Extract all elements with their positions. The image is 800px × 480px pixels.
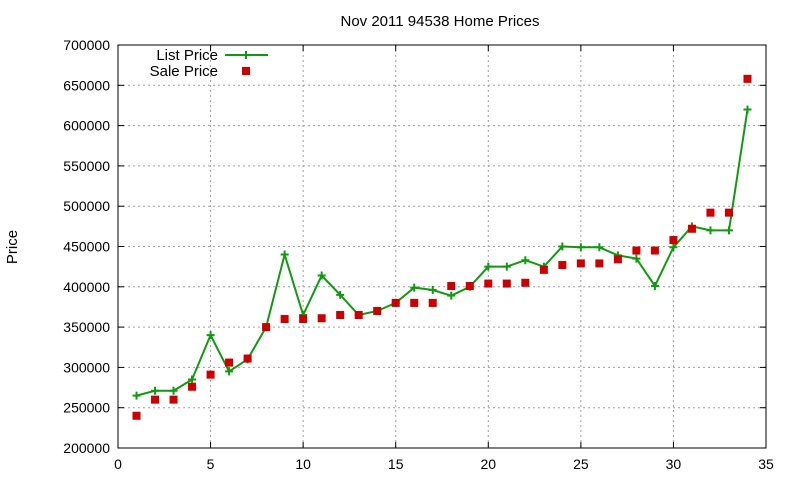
- sale-price-point: [410, 298, 419, 307]
- list-price-point: [336, 290, 345, 299]
- list-price-point: [576, 243, 585, 252]
- sale-price-point: [724, 208, 733, 217]
- sale-price-point: [576, 259, 585, 268]
- list-price-point: [132, 391, 141, 400]
- sale-price-point: [743, 74, 752, 83]
- sale-price-point: [206, 370, 215, 379]
- list-price-line: [136, 109, 749, 397]
- sale-price-point: [336, 311, 345, 320]
- y-axis-label: Price: [4, 230, 21, 264]
- sale-price-point: [539, 265, 548, 274]
- legend-swatch-plus: [242, 51, 250, 59]
- plot-area: [132, 74, 752, 420]
- sale-price-point: [613, 255, 622, 264]
- list-price-point: [521, 256, 530, 265]
- legend-label-sale-price: Sale Price: [150, 63, 218, 80]
- list-price-point: [410, 283, 419, 292]
- y-tick-label: 350000: [63, 319, 110, 335]
- legend-swatch-square: [242, 67, 250, 75]
- sale-price-point: [188, 382, 197, 391]
- list-price-point: [428, 286, 437, 295]
- list-price-point: [595, 243, 604, 252]
- y-tick-label: 550000: [63, 158, 110, 174]
- list-price-point: [151, 386, 160, 395]
- y-tick-label: 250000: [63, 400, 110, 416]
- y-tick-label: 700000: [63, 37, 110, 53]
- y-tick-label: 200000: [63, 440, 110, 456]
- sale-price-point: [706, 208, 715, 217]
- y-tick-label: 300000: [63, 359, 110, 375]
- sale-price-point: [595, 259, 604, 268]
- list-price-point: [669, 243, 678, 252]
- sale-price-point: [317, 314, 326, 323]
- x-tick-label: 35: [758, 456, 774, 472]
- list-price-point: [724, 226, 733, 235]
- list-price-point: [169, 386, 178, 395]
- legend-label-list-price: List Price: [156, 47, 218, 64]
- x-tick-label: 25: [573, 456, 589, 472]
- list-price-point: [502, 262, 511, 271]
- sale-price-point: [502, 279, 511, 288]
- list-price-point: [206, 331, 215, 340]
- x-tick-label: 30: [666, 456, 682, 472]
- list-price-point: [706, 226, 715, 235]
- list-price-point: [188, 375, 197, 384]
- x-tick-label: 10: [295, 456, 311, 472]
- sale-price-point: [687, 224, 696, 233]
- sale-price-point: [558, 261, 567, 270]
- sale-price-point: [225, 358, 234, 367]
- sale-price-point: [447, 281, 456, 290]
- y-tick-label: 650000: [63, 77, 110, 93]
- list-price-point: [225, 367, 234, 376]
- list-price-point: [447, 291, 456, 300]
- sale-price-point: [132, 411, 141, 420]
- axes: 0 5 10 15 20 25 30 35 200000 250000 300000 350000 40…: [63, 37, 774, 472]
- list-price-point: [317, 271, 326, 280]
- sale-price-point: [521, 278, 530, 287]
- sale-price-point: [299, 315, 308, 324]
- sale-price-point: [280, 315, 289, 324]
- y-tick-label: 500000: [63, 198, 110, 214]
- y-tick-label: 450000: [63, 239, 110, 255]
- sale-price-point: [262, 323, 271, 332]
- sale-price-point: [484, 279, 493, 288]
- sale-price-point: [151, 395, 160, 404]
- grid: [118, 45, 766, 448]
- chart-title: Nov 2011 94538 Home Prices: [341, 13, 540, 30]
- sale-price-point: [354, 311, 363, 320]
- sale-price-point: [391, 298, 400, 307]
- sale-price-point: [650, 246, 659, 255]
- list-price-point: [632, 254, 641, 263]
- sale-price-point: [632, 246, 641, 255]
- sale-price-point: [465, 281, 474, 290]
- sale-price-point: [243, 354, 252, 363]
- list-price-point: [280, 250, 289, 259]
- list-price-point: [484, 262, 493, 271]
- list-price-point: [650, 281, 659, 290]
- x-tick-label: 0: [114, 456, 122, 472]
- sale-price-point: [428, 298, 437, 307]
- list-price-point: [743, 105, 752, 114]
- sale-price-point: [373, 306, 382, 315]
- y-tick-label: 400000: [63, 279, 110, 295]
- list-price-point: [558, 242, 567, 251]
- y-tick-label: 600000: [63, 118, 110, 134]
- x-tick-label: 5: [207, 456, 215, 472]
- x-tick-label: 20: [480, 456, 496, 472]
- sale-price-point: [169, 395, 178, 404]
- sale-price-point: [669, 236, 678, 245]
- x-tick-label: 15: [388, 456, 404, 472]
